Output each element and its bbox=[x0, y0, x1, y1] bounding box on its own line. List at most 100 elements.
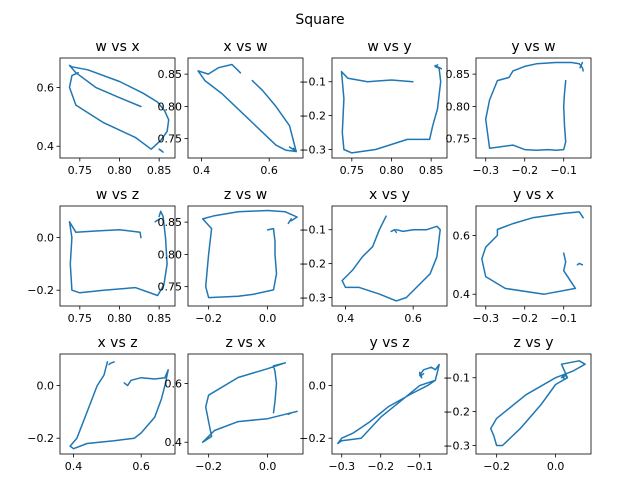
x-tick-label: 0.85 bbox=[419, 164, 444, 177]
x-tick-label: −0.2 bbox=[483, 460, 510, 473]
subplot-title: y vs x bbox=[513, 187, 554, 203]
subplot-12: z vs y −0.2 0.0 −0.3 −0.2 −0.1 bbox=[443, 335, 592, 473]
axes-frame bbox=[331, 205, 448, 307]
series-line-segment bbox=[69, 361, 169, 450]
y-tick-label: 0.85 bbox=[158, 216, 183, 229]
series-line-segment bbox=[108, 361, 115, 366]
subplot-title: x vs w bbox=[223, 39, 267, 55]
y-tick-label: −0.2 bbox=[443, 406, 470, 419]
x-tick-label: 0.6 bbox=[132, 460, 150, 473]
subplot-6: z vs w −0.2 0.0 0.75 0.80 0.85 bbox=[158, 187, 304, 325]
subplot-title: z vs y bbox=[513, 335, 553, 351]
x-tick-label: −0.2 bbox=[367, 460, 394, 473]
x-tick-label: −0.2 bbox=[511, 312, 538, 325]
x-tick-label: −0.2 bbox=[511, 164, 538, 177]
y-tick-label: 0.75 bbox=[158, 133, 183, 146]
subplot-4: y vs w −0.3 −0.2 −0.1 0.75 0.80 0.85 bbox=[446, 39, 592, 177]
x-tick-label: 0.0 bbox=[547, 460, 565, 473]
x-tick-label: −0.2 bbox=[195, 460, 222, 473]
x-tick-label: −0.3 bbox=[472, 312, 499, 325]
y-tick-label: −0.2 bbox=[299, 432, 326, 445]
y-tick-label: 0.4 bbox=[453, 288, 471, 301]
series-line-segment bbox=[576, 262, 584, 266]
series-line-segment bbox=[197, 63, 297, 153]
subplot-3: w vs y 0.75 0.80 0.85 −0.3 −0.2 −0.1 bbox=[299, 39, 448, 177]
axes-frame bbox=[475, 57, 592, 159]
axes-frame bbox=[475, 353, 592, 455]
y-tick-label: 0.0 bbox=[37, 232, 55, 245]
series-line-segment bbox=[560, 375, 566, 381]
subplot-11: y vs z −0.3 −0.2 −0.1 −0.2 0.0 bbox=[299, 335, 448, 473]
axes-frame bbox=[187, 205, 304, 307]
y-tick-label: 0.80 bbox=[158, 100, 183, 113]
x-tick-label: 0.4 bbox=[65, 460, 83, 473]
series-line-segment bbox=[287, 412, 292, 416]
y-tick-label: 0.85 bbox=[158, 68, 183, 81]
x-tick-label: 0.0 bbox=[259, 460, 277, 473]
y-tick-label: −0.2 bbox=[299, 110, 326, 123]
subplot-title: y vs w bbox=[511, 39, 555, 55]
subplot-title: y vs z bbox=[369, 335, 409, 351]
y-tick-label: 0.75 bbox=[158, 281, 183, 294]
y-tick-label: 0.6 bbox=[453, 229, 471, 242]
y-tick-label: 0.80 bbox=[158, 248, 183, 261]
subplot-title: z vs w bbox=[224, 187, 267, 203]
subplot-title: w vs x bbox=[95, 39, 139, 55]
x-tick-label: 0.4 bbox=[337, 312, 355, 325]
x-tick-label: 0.75 bbox=[68, 312, 93, 325]
subplot-title: z vs x bbox=[225, 335, 265, 351]
y-tick-label: 0.6 bbox=[37, 81, 55, 94]
subplot-title: x vs z bbox=[97, 335, 137, 351]
axes-frame bbox=[59, 353, 176, 455]
x-tick-label: 0.6 bbox=[404, 312, 422, 325]
subplot-title: x vs y bbox=[369, 187, 410, 203]
axes-frame bbox=[475, 205, 592, 307]
y-tick-label: 0.4 bbox=[37, 140, 55, 153]
y-tick-label: 0.80 bbox=[446, 100, 471, 113]
x-tick-label: −0.1 bbox=[550, 312, 577, 325]
x-tick-label: 0.0 bbox=[259, 312, 277, 325]
subplot-5: w vs z 0.75 0.80 0.85 −0.2 0.0 bbox=[27, 187, 176, 325]
x-tick-label: 0.85 bbox=[147, 164, 172, 177]
y-tick-label: 0.4 bbox=[165, 436, 183, 449]
series-line-segment bbox=[287, 218, 292, 225]
series-line-segment bbox=[337, 363, 440, 445]
series-line-segment bbox=[288, 146, 297, 153]
subplot-7: x vs y 0.4 0.6 −0.3 −0.2 −0.1 bbox=[299, 187, 448, 325]
y-tick-label: 0.75 bbox=[446, 133, 471, 146]
axes-frame bbox=[59, 57, 176, 159]
x-tick-label: −0.1 bbox=[550, 164, 577, 177]
series-line-segment bbox=[418, 372, 425, 376]
series-line-segment bbox=[201, 362, 298, 443]
y-tick-label: 0.0 bbox=[309, 380, 327, 393]
y-tick-label: −0.3 bbox=[299, 144, 326, 157]
x-tick-label: 0.85 bbox=[147, 312, 172, 325]
x-tick-label: 0.80 bbox=[107, 312, 132, 325]
series-line-segment bbox=[489, 360, 586, 447]
axes-frame bbox=[187, 353, 304, 455]
series-line-segment bbox=[68, 64, 166, 112]
series-line-segment bbox=[484, 61, 584, 152]
series-line-segment bbox=[158, 148, 164, 153]
y-tick-label: −0.2 bbox=[27, 284, 54, 297]
x-tick-label: −0.3 bbox=[328, 460, 355, 473]
series-line-segment bbox=[154, 218, 160, 223]
x-tick-label: 0.6 bbox=[260, 164, 278, 177]
y-tick-label: −0.1 bbox=[299, 224, 326, 237]
axes-frame bbox=[331, 353, 448, 455]
x-tick-label: 0.4 bbox=[193, 164, 211, 177]
figure-suptitle: Square bbox=[295, 12, 344, 28]
series-line-segment bbox=[390, 228, 398, 234]
x-tick-label: 0.80 bbox=[107, 164, 132, 177]
series-line-segment bbox=[68, 210, 168, 297]
series-line-segment bbox=[68, 71, 170, 150]
x-tick-label: 0.75 bbox=[340, 164, 365, 177]
subplot-grid: w vs x 0.75 0.80 0.85 0.4 0.6 x vs w 0.4 0.6 0.75… bbox=[27, 39, 592, 473]
subplot-9: x vs z 0.4 0.6 −0.2 0.0 bbox=[27, 335, 176, 473]
y-tick-label: −0.1 bbox=[299, 76, 326, 89]
y-tick-label: −0.2 bbox=[299, 258, 326, 271]
y-tick-label: −0.2 bbox=[27, 432, 54, 445]
axes-frame bbox=[59, 205, 176, 307]
x-tick-label: −0.3 bbox=[472, 164, 499, 177]
